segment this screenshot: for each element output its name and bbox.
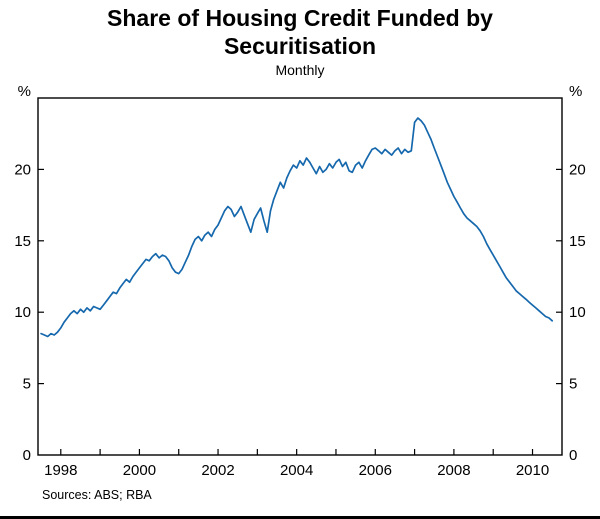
y-tick-label-left: 0 [23, 447, 31, 464]
y-tick-label-right: 20 [569, 161, 586, 178]
chart-svg: 0 0 5 5 10 10 15 15 20 20% % 1998 2000 2002 2004 2006 20… [14, 83, 586, 479]
chart-title: Share of Housing Credit Funded by Securi… [107, 5, 493, 59]
y-tick-label-left: 20 [14, 161, 31, 178]
x-tick-label: 2006 [359, 462, 392, 479]
y-tick-label-right: 15 [569, 233, 586, 250]
y-tick-label-left: 5 [23, 376, 31, 393]
x-tick-label: 2002 [201, 462, 234, 479]
y-tick-label-right: 0 [569, 447, 577, 464]
chart-subtitle: Monthly [275, 62, 325, 78]
x-tick-label: 2004 [280, 462, 313, 479]
footer-rule [0, 516, 600, 519]
x-tick-label: 2008 [437, 462, 470, 479]
y-axis-unit-right: % [569, 83, 582, 100]
x-tick-label: 2000 [123, 462, 156, 479]
x-tick-label: 2010 [516, 462, 549, 479]
y-tick-label-left: 10 [14, 304, 31, 321]
x-tick-label: 1998 [44, 462, 77, 479]
sources-note: Sources: ABS; RBA [42, 488, 152, 502]
y-tick-label-left: 15 [14, 233, 31, 250]
y-tick-label-right: 10 [569, 304, 586, 321]
chart-area: 0 0 5 5 10 10 15 15 20 20%% 1998 2000 2002 2004 2006 20… [0, 80, 600, 482]
securitisation-share-line [40, 117, 554, 338]
y-tick-label-right: 5 [569, 376, 577, 393]
y-axis-unit-left: % [18, 83, 31, 100]
plot-frame [37, 97, 563, 456]
